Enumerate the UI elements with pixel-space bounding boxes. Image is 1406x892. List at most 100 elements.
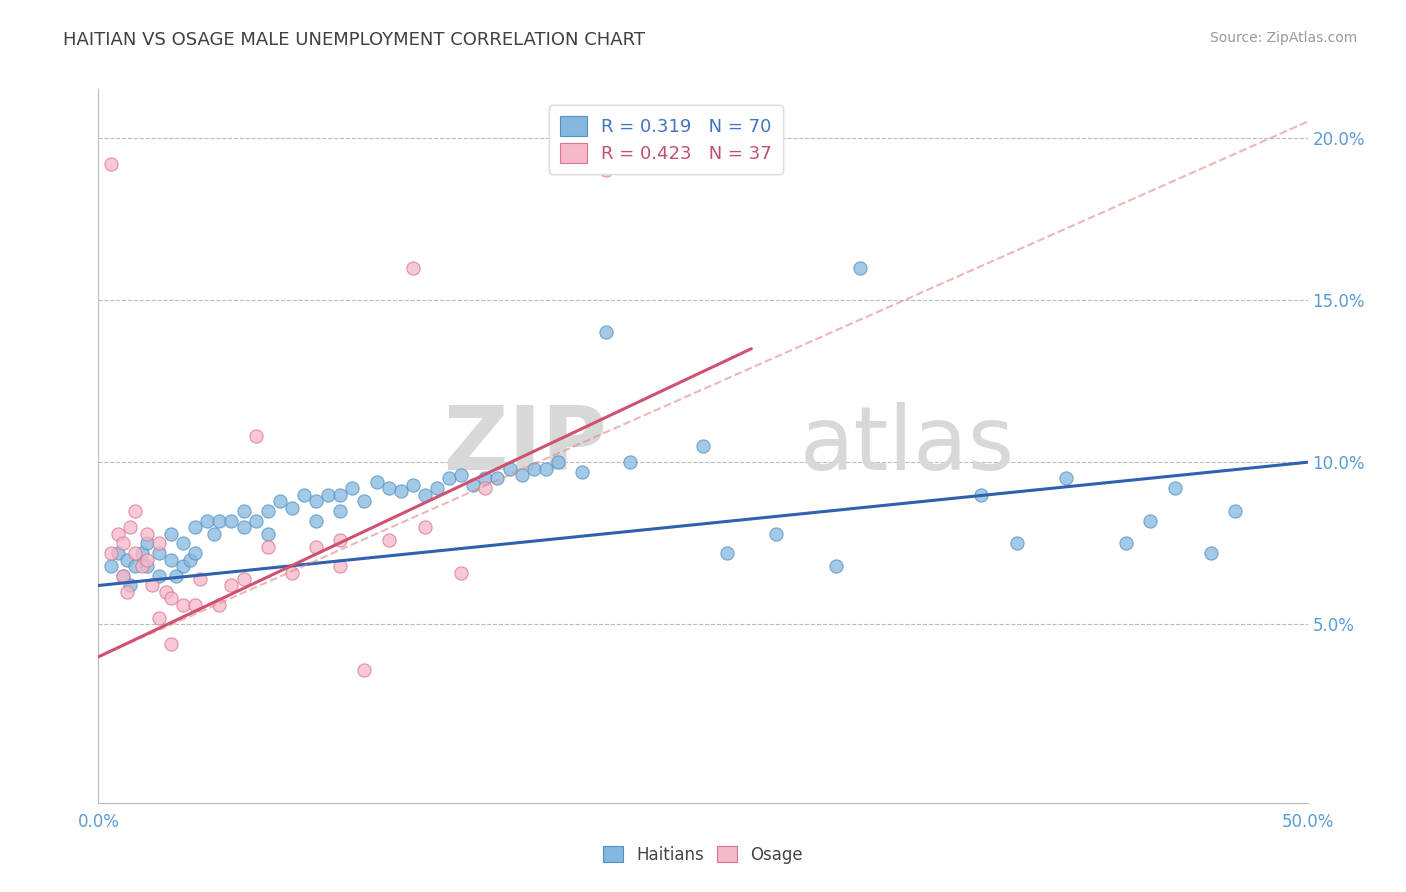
Point: [160, 591, 183, 606]
Point: [165, 568, 187, 582]
Point: [450, 566, 472, 580]
Point: [221, 578, 243, 592]
Point: [1054, 471, 1077, 485]
Point: [329, 559, 352, 574]
Point: [510, 468, 533, 483]
Point: [1115, 536, 1137, 550]
Point: [765, 526, 787, 541]
Point: [269, 494, 291, 508]
Point: [377, 533, 399, 547]
Point: [402, 260, 425, 275]
Point: [148, 611, 170, 625]
Point: [172, 536, 194, 550]
Point: [970, 488, 993, 502]
Point: [172, 559, 194, 574]
Point: [305, 494, 328, 508]
Point: [118, 520, 141, 534]
Point: [232, 572, 254, 586]
Point: [124, 546, 146, 560]
Point: [256, 540, 278, 554]
Point: [402, 478, 425, 492]
Text: ZIP: ZIP: [443, 402, 606, 490]
Point: [1199, 546, 1222, 560]
Point: [547, 455, 569, 469]
Point: [413, 488, 436, 502]
Point: [716, 546, 738, 560]
Point: [245, 429, 267, 443]
Point: [184, 546, 207, 560]
Point: [377, 481, 399, 495]
Point: [1139, 514, 1161, 528]
Point: [141, 578, 163, 592]
Point: [160, 637, 183, 651]
Point: [111, 568, 134, 582]
Point: [486, 471, 509, 485]
Point: [100, 559, 122, 574]
Point: [1163, 481, 1185, 495]
Point: [148, 536, 170, 550]
Point: [208, 514, 231, 528]
Point: [131, 559, 153, 574]
Point: [135, 559, 157, 574]
Point: [256, 504, 278, 518]
Point: [450, 468, 472, 483]
Point: [523, 461, 546, 475]
Point: [135, 526, 157, 541]
Point: [305, 540, 328, 554]
Point: [179, 552, 201, 566]
Point: [534, 461, 557, 475]
Point: [117, 585, 139, 599]
Point: [160, 552, 183, 566]
Point: [135, 536, 157, 550]
Point: [305, 514, 328, 528]
Point: [111, 536, 134, 550]
Point: [245, 514, 267, 528]
Point: [184, 520, 207, 534]
Point: [148, 568, 170, 582]
Point: [195, 514, 218, 528]
Point: [107, 546, 129, 560]
Point: [329, 533, 352, 547]
Point: [1223, 504, 1246, 518]
Point: [232, 520, 254, 534]
Point: [188, 572, 211, 586]
Point: [111, 568, 134, 582]
Point: [413, 520, 436, 534]
Legend: R = 0.319   N = 70, R = 0.423   N = 37: R = 0.319 N = 70, R = 0.423 N = 37: [548, 105, 783, 174]
Point: [124, 504, 146, 518]
Point: [208, 598, 231, 612]
Point: [571, 465, 593, 479]
Text: atlas: atlas: [800, 402, 1015, 490]
Point: [118, 578, 141, 592]
Point: [437, 471, 460, 485]
Point: [256, 526, 278, 541]
Point: [353, 494, 375, 508]
Point: [232, 504, 254, 518]
Point: [849, 260, 872, 275]
Point: [292, 488, 315, 502]
Point: [281, 500, 304, 515]
Point: [160, 526, 183, 541]
Point: [172, 598, 194, 612]
Point: [107, 526, 129, 541]
Point: [135, 552, 157, 566]
Point: [474, 481, 496, 495]
Point: [124, 559, 146, 574]
Point: [1007, 536, 1029, 550]
Point: [825, 559, 848, 574]
Point: [342, 481, 364, 495]
Point: [595, 163, 617, 178]
Point: [131, 546, 153, 560]
Text: HAITIAN VS OSAGE MALE UNEMPLOYMENT CORRELATION CHART: HAITIAN VS OSAGE MALE UNEMPLOYMENT CORRE…: [63, 31, 645, 49]
Point: [366, 475, 388, 489]
Point: [619, 455, 641, 469]
Point: [148, 546, 170, 560]
Point: [155, 585, 177, 599]
Point: [426, 481, 449, 495]
Point: [221, 514, 243, 528]
Point: [117, 552, 139, 566]
Text: Source: ZipAtlas.com: Source: ZipAtlas.com: [1209, 31, 1357, 45]
Point: [184, 598, 207, 612]
Point: [474, 471, 496, 485]
Point: [463, 478, 485, 492]
